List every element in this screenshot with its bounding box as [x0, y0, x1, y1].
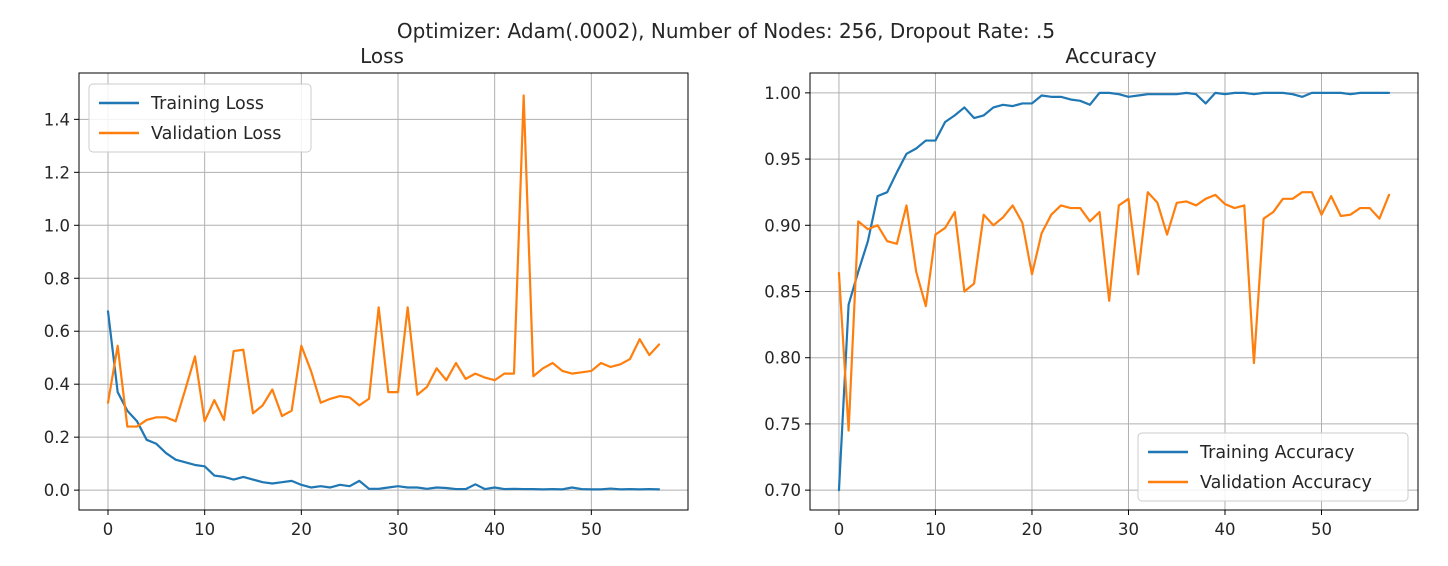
loss-plot-frame [78, 72, 689, 511]
loss-y-tick-label: 0.4 [44, 375, 70, 394]
training-loss-legend-label: Training Loss [150, 94, 264, 114]
accuracy-x-tick-label: 0 [834, 520, 845, 539]
loss-legend-box [88, 83, 312, 153]
validation-accuracy-line [837, 191, 1391, 432]
accuracy-x-tick-label: 40 [1214, 520, 1235, 539]
accuracy-x-tick-label: 30 [1118, 520, 1139, 539]
loss-chart-title: Loss [360, 44, 404, 68]
loss-y-tick-label: 0.6 [44, 322, 70, 341]
training-accuracy-legend-label: Training Accuracy [1199, 443, 1355, 463]
loss-x-tick-label: 20 [291, 520, 312, 539]
loss-x-tick-label: 30 [388, 520, 409, 539]
loss-y-tick-label: 1.4 [44, 110, 70, 129]
accuracy-y-tick-label: 0.85 [764, 283, 801, 302]
accuracy-y-tick-label: 0.70 [764, 481, 801, 500]
accuracy-legend-box [1137, 432, 1409, 502]
loss-chart: Loss 0 10 20 30 40 50 0.0 0.2 0.4 0.6 0.8 1.0 1.2 1.4… [44, 44, 689, 539]
accuracy-x-tick-label: 10 [925, 520, 946, 539]
accuracy-y-tick-label: 0.80 [764, 349, 801, 368]
loss-legend: Training Loss Validation Loss [88, 83, 312, 153]
accuracy-x-tick-label: 20 [1021, 520, 1042, 539]
accuracy-chart: Accuracy 0 10 20 30 40 50 0.70 0.75 0.80 0.85 0.90… [764, 44, 1419, 539]
loss-x-tick-label: 40 [484, 520, 505, 539]
loss-x-tick-label: 50 [581, 520, 602, 539]
loss-y-tick-label: 1.0 [44, 216, 70, 235]
loss-y-tick-label: 0.0 [44, 481, 70, 500]
accuracy-y-tick-label: 1.00 [764, 84, 801, 103]
training-accuracy-line [837, 91, 1391, 492]
validation-accuracy-legend-label: Validation Accuracy [1200, 473, 1372, 493]
validation-loss-legend-label: Validation Loss [151, 124, 281, 144]
loss-x-tick-label: 10 [194, 520, 215, 539]
loss-y-tick-label: 1.2 [44, 163, 70, 182]
accuracy-legend: Training Accuracy Validation Accuracy [1137, 432, 1409, 502]
accuracy-chart-title: Accuracy [1065, 44, 1156, 68]
accuracy-y-tick-label: 0.75 [764, 415, 801, 434]
validation-loss-line [106, 94, 661, 428]
figure-suptitle: Optimizer: Adam(.0002), Number of Nodes:… [397, 19, 1055, 43]
loss-y-tick-label: 0.8 [44, 269, 70, 288]
loss-y-tick-label: 0.2 [44, 428, 70, 447]
training-loss-line [106, 310, 661, 491]
loss-x-tick-label: 0 [103, 520, 114, 539]
accuracy-y-tick-label: 0.95 [764, 150, 801, 169]
accuracy-x-tick-label: 50 [1311, 520, 1332, 539]
accuracy-y-tick-label: 0.90 [764, 216, 801, 235]
